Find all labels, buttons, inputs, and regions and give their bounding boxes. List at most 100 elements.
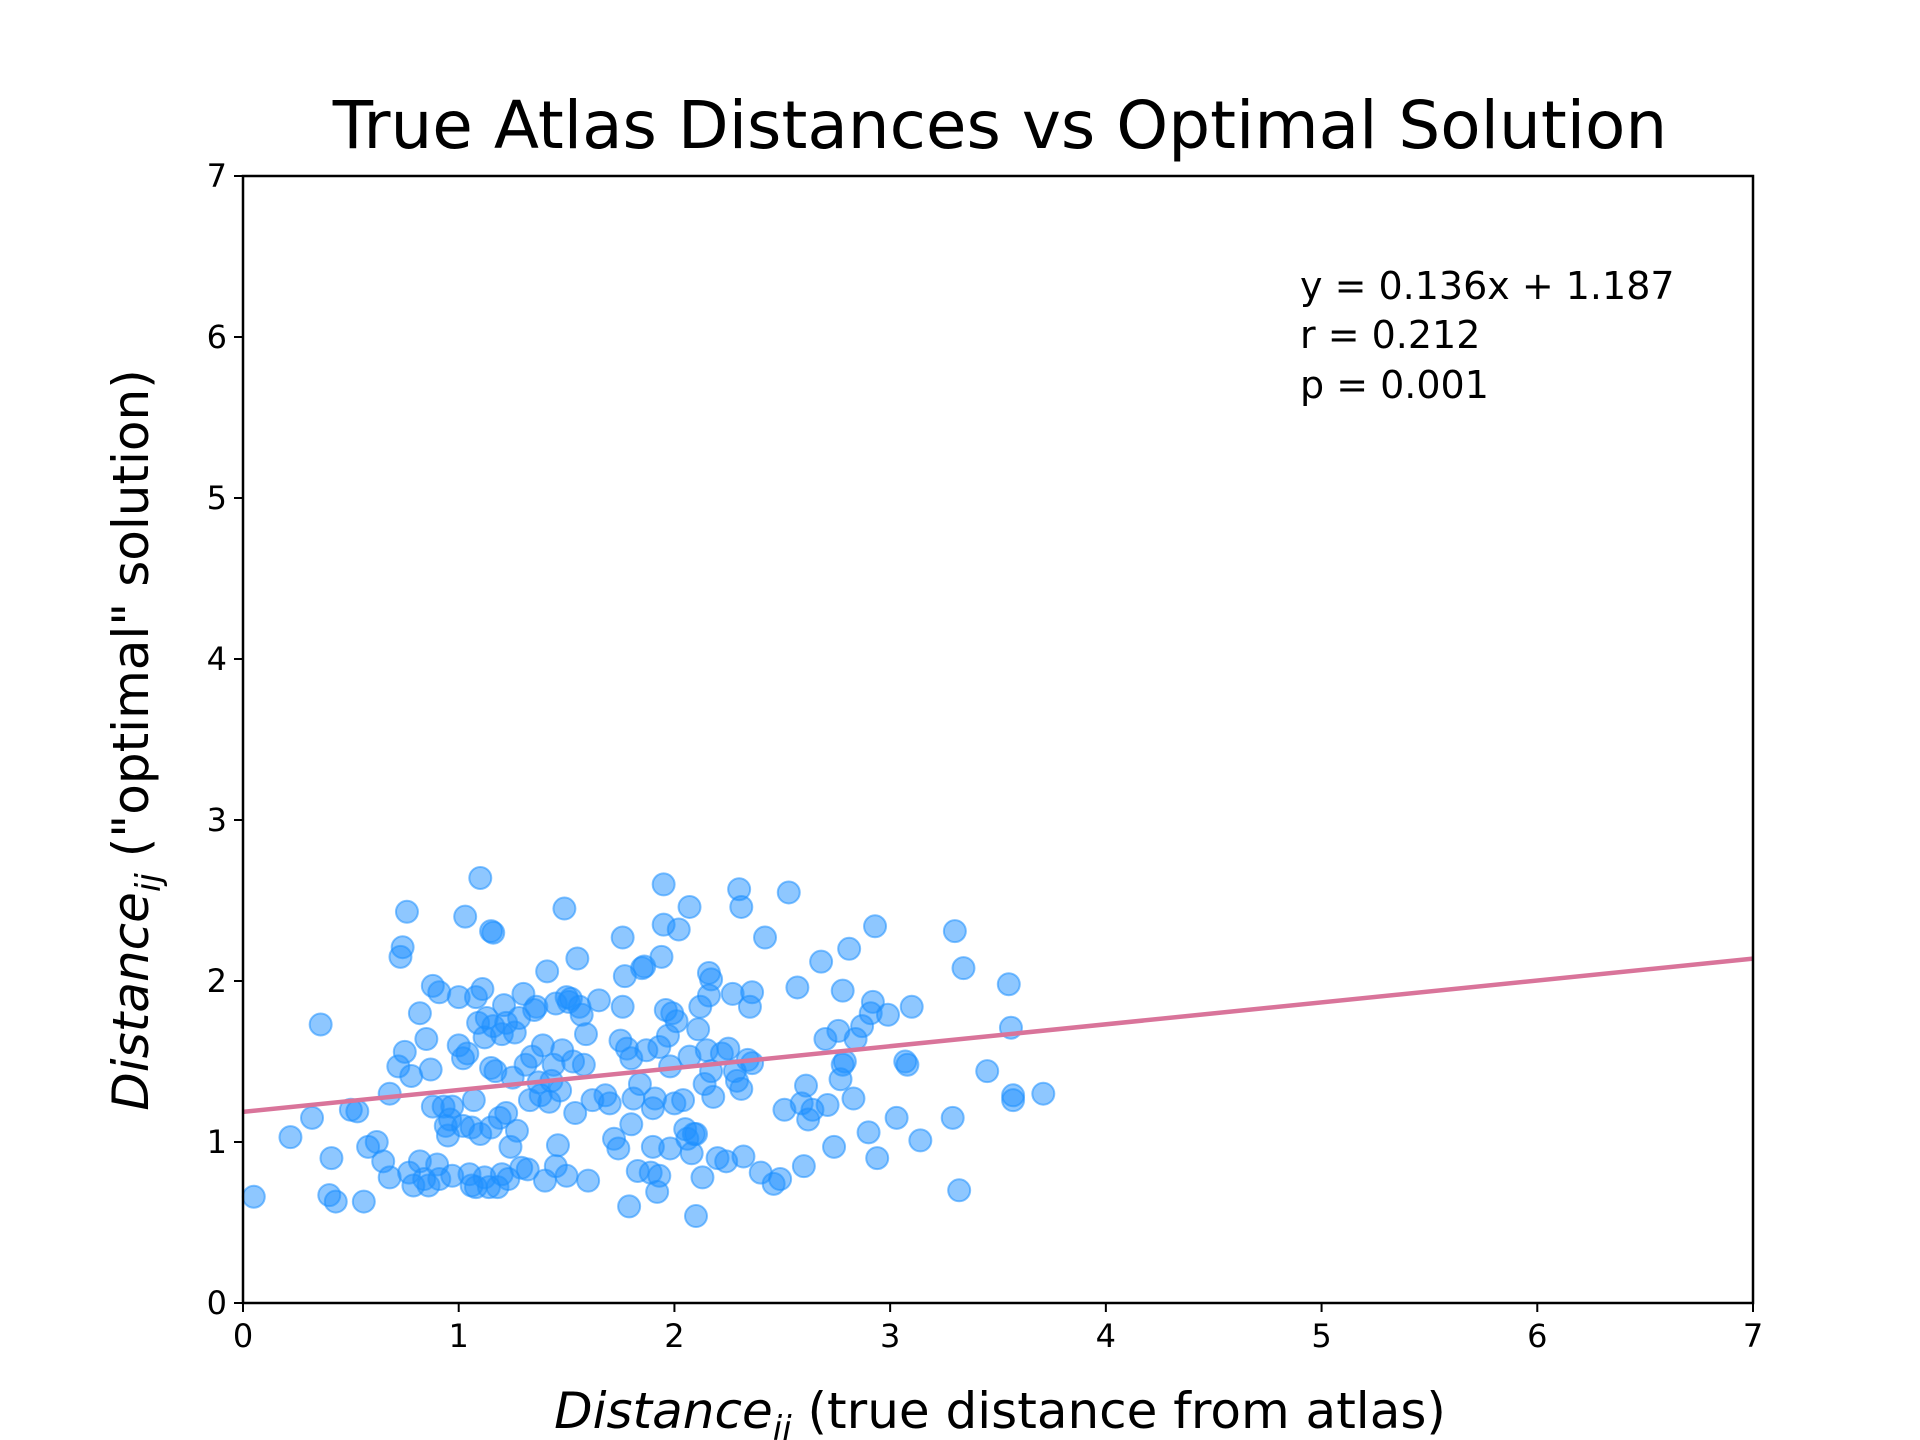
data-point bbox=[875, 1002, 900, 1027]
data-point bbox=[996, 972, 1021, 997]
data-point bbox=[729, 894, 754, 919]
data-point bbox=[975, 1059, 1000, 1084]
x-tick-label: 4 bbox=[1096, 1317, 1116, 1355]
data-point bbox=[649, 944, 674, 969]
x-tick-label: 1 bbox=[449, 1317, 469, 1355]
data-point bbox=[841, 1086, 866, 1111]
data-point bbox=[809, 949, 834, 974]
data-point bbox=[494, 1101, 519, 1126]
points-layer bbox=[241, 865, 1056, 1229]
data-point bbox=[470, 977, 495, 1002]
data-point bbox=[716, 1036, 741, 1061]
x-axis-label-main: Distance bbox=[554, 1382, 773, 1440]
data-point bbox=[414, 1026, 439, 1051]
x-tick-label: 5 bbox=[1311, 1317, 1331, 1355]
data-point bbox=[947, 1178, 972, 1203]
annotation-equation: y = 0.136x + 1.187 bbox=[1300, 264, 1675, 308]
data-point bbox=[515, 1157, 540, 1182]
data-point bbox=[951, 956, 976, 981]
x-axis-label-subscript: ij bbox=[773, 1409, 792, 1440]
regression-line bbox=[242, 956, 1754, 1115]
y-axis-label-main: Distance bbox=[102, 892, 160, 1111]
data-point bbox=[785, 975, 810, 1000]
x-tick-label: 6 bbox=[1527, 1317, 1547, 1355]
data-point bbox=[1001, 1083, 1026, 1108]
data-point bbox=[865, 1146, 890, 1171]
y-tick-label: 4 bbox=[207, 640, 227, 678]
data-point bbox=[860, 989, 885, 1014]
data-point bbox=[392, 1039, 417, 1064]
data-point bbox=[455, 1041, 480, 1066]
data-point bbox=[666, 917, 691, 942]
data-point bbox=[1031, 1081, 1056, 1106]
data-point bbox=[597, 1091, 622, 1116]
y-axis: 0 1 2 3 4 5 6 7 bbox=[207, 157, 243, 1322]
data-point bbox=[610, 994, 635, 1019]
y-tick-label: 6 bbox=[207, 318, 227, 356]
y-tick-label: 1 bbox=[207, 1123, 227, 1161]
data-point bbox=[768, 1167, 793, 1192]
data-point bbox=[407, 1001, 432, 1026]
data-point bbox=[481, 920, 506, 945]
data-point bbox=[686, 1017, 711, 1042]
y-tick-label: 3 bbox=[207, 801, 227, 839]
data-point bbox=[530, 1033, 555, 1058]
data-point bbox=[776, 880, 801, 905]
data-point bbox=[345, 1099, 370, 1124]
data-point bbox=[552, 896, 577, 921]
data-point bbox=[677, 894, 702, 919]
data-point bbox=[390, 935, 415, 960]
data-point bbox=[664, 1009, 689, 1034]
x-axis-label: Distanceij (true distance from atlas) bbox=[554, 1382, 1446, 1440]
data-point bbox=[610, 925, 635, 950]
data-point bbox=[942, 919, 967, 944]
data-point bbox=[427, 980, 452, 1005]
y-tick-label: 2 bbox=[207, 962, 227, 1000]
data-point bbox=[671, 1088, 696, 1113]
data-point bbox=[791, 1154, 816, 1179]
plot-area-frame bbox=[241, 174, 1755, 1305]
data-point bbox=[377, 1081, 402, 1106]
stats-annotation: y = 0.136x + 1.187 r = 0.212 p = 0.001 bbox=[1300, 264, 1675, 407]
data-point bbox=[863, 914, 888, 939]
y-tick-label: 5 bbox=[207, 479, 227, 517]
y-axis-label-subscript: ij bbox=[129, 873, 169, 892]
data-point bbox=[586, 988, 611, 1013]
annotation-r-value: r = 0.212 bbox=[1300, 313, 1480, 357]
data-point bbox=[565, 946, 590, 971]
y-axis-label: Distanceij ("optimal" solution) bbox=[102, 369, 169, 1110]
data-point bbox=[940, 1105, 965, 1130]
y-tick-label: 7 bbox=[207, 157, 227, 195]
x-tick-label: 2 bbox=[664, 1317, 684, 1355]
data-point bbox=[524, 994, 549, 1019]
data-point bbox=[394, 899, 419, 924]
data-point bbox=[461, 1088, 486, 1113]
data-point bbox=[701, 1084, 726, 1109]
data-point bbox=[617, 1194, 642, 1219]
data-point bbox=[319, 1146, 344, 1171]
data-point bbox=[571, 1052, 596, 1077]
data-point bbox=[440, 1094, 465, 1119]
data-point bbox=[830, 978, 855, 1003]
data-point bbox=[535, 959, 560, 984]
data-point bbox=[576, 1168, 601, 1193]
data-point bbox=[563, 1101, 588, 1126]
data-point bbox=[468, 865, 493, 890]
data-point bbox=[884, 1105, 909, 1130]
data-point bbox=[837, 936, 862, 961]
data-point bbox=[753, 925, 778, 950]
data-point bbox=[351, 1189, 376, 1214]
data-point bbox=[822, 1134, 847, 1159]
data-point bbox=[606, 1136, 631, 1161]
data-point bbox=[729, 1076, 754, 1101]
data-point bbox=[418, 1057, 443, 1082]
x-axis: 0 1 2 3 4 5 6 7 bbox=[233, 1303, 1763, 1355]
data-point bbox=[684, 1121, 708, 1146]
data-point bbox=[545, 1133, 570, 1158]
x-tick-label: 3 bbox=[880, 1317, 900, 1355]
data-point bbox=[908, 1128, 933, 1153]
data-point bbox=[241, 1184, 266, 1209]
data-point bbox=[377, 1165, 402, 1190]
y-axis-label-rest: ("optimal" solution) bbox=[102, 369, 160, 873]
